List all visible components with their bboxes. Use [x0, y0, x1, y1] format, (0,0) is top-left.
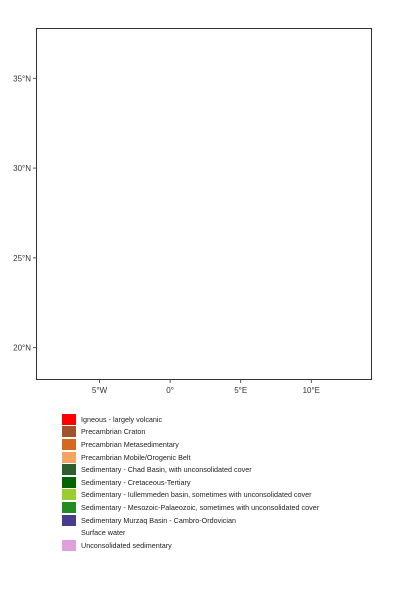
y-tick-label: 35°N — [13, 74, 31, 83]
legend-item: Sedimentary - Mesozoic-Palaeozoic, somet… — [62, 501, 319, 514]
legend-item: Sedimentary - Chad Basin, with unconsoli… — [62, 463, 319, 476]
legend-item: Precambrian Metasedimentary — [62, 438, 319, 451]
legend-swatch — [62, 501, 76, 513]
legend-item: Unconsolidated sedimentary — [62, 539, 319, 552]
legend-item: Precambrian Craton — [62, 426, 319, 439]
legend-swatch — [62, 539, 76, 551]
legend-label: Unconsolidated sedimentary — [81, 540, 172, 550]
y-tick-label: 25°N — [13, 254, 31, 263]
legend-swatch — [62, 413, 76, 425]
legend-swatch — [62, 527, 76, 539]
legend-item: Precambrian Mobile/Orogenic Belt — [62, 451, 319, 464]
x-tick-label: 0° — [166, 386, 174, 395]
legend-swatch — [62, 438, 76, 450]
legend-item: Surface water — [62, 526, 319, 539]
map-frame — [36, 28, 372, 380]
legend-label: Precambrian Metasedimentary — [81, 439, 179, 449]
legend-item: Sedimentary - Cretaceous-Tertiary — [62, 476, 319, 489]
legend-swatch — [62, 464, 76, 476]
legend-label: Sedimentary Murzaq Basin - Cambro-Ordovi… — [81, 515, 236, 525]
legend-label: Surface water — [81, 528, 126, 538]
x-tick-label: 5°W — [92, 386, 108, 395]
x-tick-label: 5°E — [234, 386, 247, 395]
legend-swatch — [62, 514, 76, 526]
legend-swatch — [62, 476, 76, 488]
legend-label: Sedimentary - Iullemmeden basin, sometim… — [81, 490, 312, 500]
y-tick-label: 30°N — [13, 164, 31, 173]
y-axis-ticks: 35°N 30°N 25°N 20°N — [13, 74, 36, 353]
legend-item: Igneous - largely volcanic — [62, 413, 319, 426]
legend-item: Sedimentary Murzaq Basin - Cambro-Ordovi… — [62, 514, 319, 527]
x-tick-label: 10°E — [303, 386, 320, 395]
legend-swatch — [62, 489, 76, 501]
legend-swatch — [62, 451, 76, 463]
x-axis-ticks: 5°W 0° 5°E 10°E — [92, 380, 320, 395]
legend-label: Sedimentary - Chad Basin, with unconsoli… — [81, 465, 252, 475]
legend-label: Sedimentary - Cretaceous-Tertiary — [81, 477, 191, 487]
legend-item: Sedimentary - Iullemmeden basin, sometim… — [62, 489, 319, 502]
legend-label: Precambrian Mobile/Orogenic Belt — [81, 452, 191, 462]
legend-label: Precambrian Craton — [81, 427, 146, 437]
legend: Igneous - largely volcanic Precambrian Cr… — [62, 413, 319, 552]
y-tick-label: 20°N — [13, 344, 31, 353]
legend-label: Sedimentary - Mesozoic-Palaeozoic, somet… — [81, 502, 320, 512]
legend-label: Igneous - largely volcanic — [81, 414, 163, 424]
legend-swatch — [62, 426, 76, 438]
